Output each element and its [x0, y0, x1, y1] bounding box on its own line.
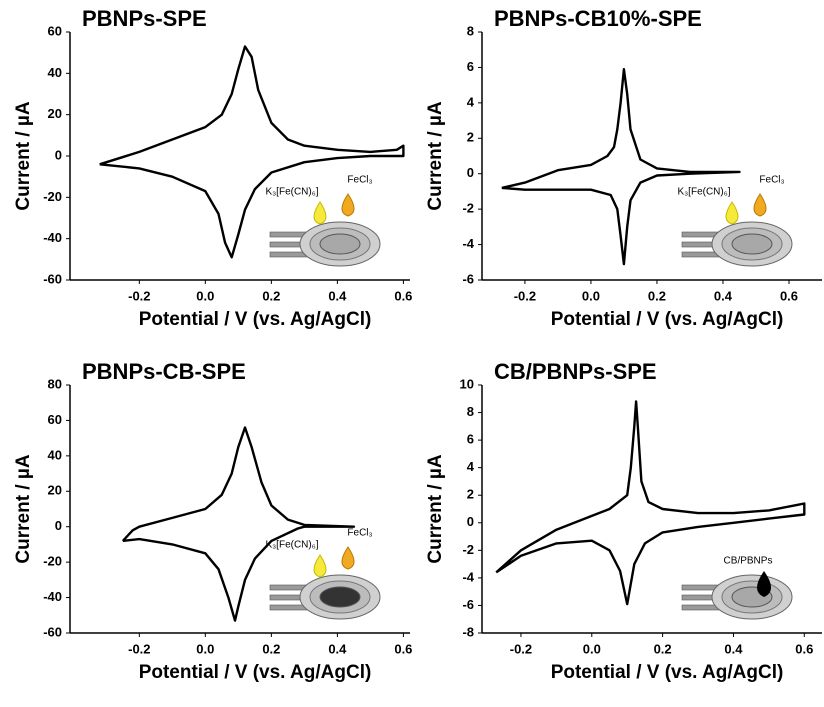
y-tick-label: -40: [43, 230, 62, 245]
annotation: FeCl₃: [347, 528, 372, 539]
annotation: K₃[Fe(CN)₆]: [677, 187, 730, 198]
y-tick-label: 0: [467, 165, 474, 180]
annotation: K₃[Fe(CN)₆]: [265, 187, 318, 198]
drop: [725, 201, 739, 225]
chart-title: CB/PBNPs-SPE: [494, 359, 657, 384]
y-tick-label: -60: [43, 271, 62, 286]
x-tick-label: 0.0: [583, 641, 601, 656]
electrode-icon: K₃[Fe(CN)₆] FeCl₃: [265, 528, 381, 620]
y-tick-label: -2: [462, 542, 474, 557]
drop: [313, 554, 327, 578]
x-tick-label: 0.4: [724, 641, 743, 656]
y-tick-label: 80: [48, 376, 62, 391]
y-tick-label: 40: [48, 65, 62, 80]
x-tick-label: 0.4: [714, 288, 733, 303]
y-tick-label: 40: [48, 447, 62, 462]
y-tick-label: 10: [460, 376, 474, 391]
y-tick-label: -20: [43, 189, 62, 204]
drop: [313, 201, 327, 225]
drop: [341, 193, 355, 217]
panel: -8 -6 -4 -2 0 2 4 6 8 10 -0.2 0.0 0.2 0.4 0.6 CB/PBNPs-…: [425, 359, 822, 683]
x-axis-title: Potential / V (vs. Ag/AgCl): [551, 309, 784, 330]
annotation: FeCl₃: [759, 175, 784, 186]
annotation: CB/PBNPs: [724, 556, 773, 567]
y-tick-label: 4: [467, 94, 475, 109]
x-tick-label: 0.4: [328, 641, 347, 656]
x-tick-label: -0.2: [514, 288, 536, 303]
y-tick-label: -60: [43, 624, 62, 639]
x-tick-label: 0.4: [328, 288, 347, 303]
x-tick-label: 0.6: [795, 641, 813, 656]
panel: -6 -4 -2 0 2 4 6 8 -0.2 0.0 0.2 0.4 0.6 PBNPs-CB10%-S…: [425, 6, 822, 330]
x-tick-label: 0.0: [582, 288, 600, 303]
y-tick-label: 20: [48, 483, 62, 498]
x-tick-label: 0.6: [394, 288, 412, 303]
drop: [341, 546, 355, 570]
y-tick-label: 2: [467, 130, 474, 145]
y-tick-label: -4: [462, 236, 474, 251]
y-tick-label: 6: [467, 59, 474, 74]
electrode-disk: [319, 233, 361, 255]
y-tick-label: -4: [462, 569, 474, 584]
x-tick-label: 0.6: [394, 641, 412, 656]
y-tick-label: 60: [48, 412, 62, 427]
y-tick-label: 60: [48, 23, 62, 38]
electrode-icon: CB/PBNPs: [681, 556, 793, 620]
chart-title: PBNPs-CB10%-SPE: [494, 6, 702, 31]
y-tick-label: 8: [467, 23, 474, 38]
x-tick-label: 0.2: [262, 288, 280, 303]
y-tick-label: 6: [467, 432, 474, 447]
panel: -60 -40 -20 0 20 40 60 -0.2 0.0 0.2 0.4 0.6 PBNPs-SP…: [13, 6, 412, 330]
electrode-icon: K₃[Fe(CN)₆] FeCl₃: [677, 175, 793, 267]
y-axis-title: Current / µA: [13, 454, 34, 563]
x-tick-label: 0.6: [780, 288, 798, 303]
x-axis-title: Potential / V (vs. Ag/AgCl): [139, 662, 372, 683]
x-tick-label: -0.2: [510, 641, 532, 656]
chart-title: PBNPs-SPE: [82, 6, 207, 31]
y-tick-label: 20: [48, 106, 62, 121]
chart-title: PBNPs-CB-SPE: [82, 359, 246, 384]
cv-curve: [495, 400, 806, 606]
y-tick-label: 0: [55, 518, 62, 533]
y-tick-label: -8: [462, 624, 474, 639]
electrode-disk: [731, 233, 773, 255]
y-axis-title: Current / µA: [13, 101, 34, 210]
panel: -60 -40 -20 0 20 40 60 80 -0.2 0.0 0.2 0.4 0.6 PBNPs-…: [13, 359, 412, 683]
x-tick-label: 0.0: [196, 288, 214, 303]
cv-curve: [99, 45, 405, 259]
x-tick-label: -0.2: [128, 288, 150, 303]
cv-curve: [501, 68, 741, 266]
drop: [757, 571, 771, 597]
y-tick-label: 4: [467, 459, 475, 474]
y-tick-label: -6: [462, 271, 474, 286]
y-axis-title: Current / µA: [425, 454, 446, 563]
x-axis-title: Potential / V (vs. Ag/AgCl): [139, 309, 372, 330]
x-tick-label: 0.2: [648, 288, 666, 303]
y-tick-label: -2: [462, 201, 474, 216]
drop: [753, 193, 767, 217]
electrode-icon: K₃[Fe(CN)₆] FeCl₃: [265, 175, 381, 267]
annotation: K₃[Fe(CN)₆]: [265, 540, 318, 551]
annotation: FeCl₃: [347, 175, 372, 186]
x-axis-title: Potential / V (vs. Ag/AgCl): [551, 662, 784, 683]
y-tick-label: -20: [43, 554, 62, 569]
x-tick-label: 0.2: [654, 641, 672, 656]
y-tick-label: -6: [462, 597, 474, 612]
y-tick-label: 2: [467, 487, 474, 502]
y-axis-title: Current / µA: [425, 101, 446, 210]
x-tick-label: 0.0: [196, 641, 214, 656]
y-tick-label: -40: [43, 589, 62, 604]
y-tick-label: 0: [55, 147, 62, 162]
y-tick-label: 0: [467, 514, 474, 529]
x-tick-label: -0.2: [128, 641, 150, 656]
electrode-disk: [319, 586, 361, 608]
cv-curve: [121, 426, 356, 622]
y-tick-label: 8: [467, 404, 474, 419]
x-tick-label: 0.2: [262, 641, 280, 656]
